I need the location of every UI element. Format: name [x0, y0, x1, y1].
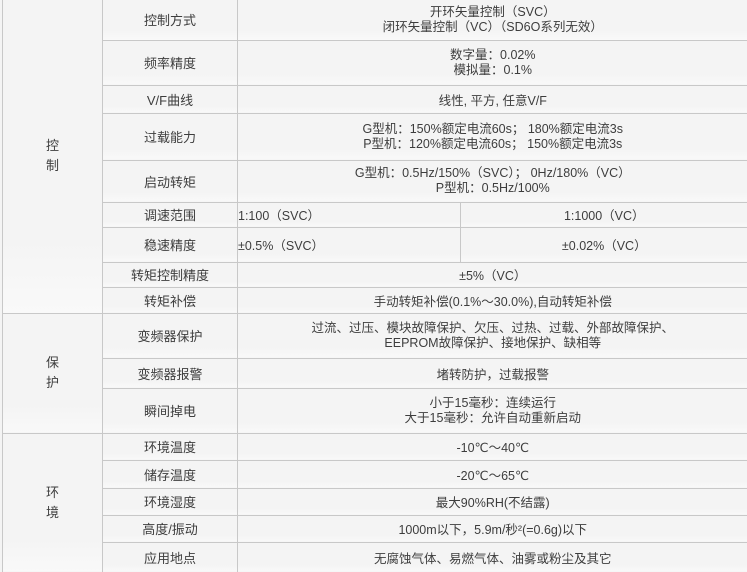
value-cell-right: 1:1000（VC） [460, 202, 747, 228]
value-cell: 无腐蚀气体、易燃气体、油雾或粉尘及其它 [237, 542, 747, 572]
value-line: P型机：0.5Hz/100% [435, 181, 550, 195]
row-label: 过载能力 [102, 113, 238, 161]
spec-row: 调速范围 1:100（SVC） 1:1000（VC） [3, 202, 747, 228]
spec-row: 控制 控制方式 开环矢量控制（SVC） 闭环矢量控制（VC）（SD6O系列无效） [2, 0, 747, 314]
value-line: 数字量：0.02% [450, 47, 536, 62]
value-cell-right: ±0.02%（VC） [460, 227, 747, 263]
value-cell: G型机：0.5Hz/150%（SVC）； 0Hz/180%（VC） P型机：0.… [237, 160, 747, 203]
spec-row: 储存温度 -20℃～65℃ [3, 460, 747, 489]
spec-row: V/F曲线 线性, 平方, 任意V/F [3, 85, 747, 114]
group-cell-environment: 环境 [2, 433, 103, 572]
group-label: 控制 [45, 138, 59, 174]
row-label: 高度/振动 [102, 515, 238, 543]
value-line: P型机：120%额定电流60s； 150%额定电流3s [363, 136, 623, 151]
row-label: 频率精度 [102, 40, 238, 86]
value-cell: -10℃～40℃ [237, 433, 747, 461]
spec-row: 转矩控制精度 ±5%（VC） [3, 262, 747, 288]
group-cell-protection: 保护 [2, 313, 103, 434]
value-line: 过流、过压、模块故障保护、欠压、过热、过载、外部故障保护、 [311, 320, 674, 335]
value-cell: 手动转矩补偿(0.1%～30.0%),自动转矩补偿 [237, 287, 747, 314]
value-cell: 1000m以下，5.9m/秒²(=0.6g)以下 [237, 515, 747, 543]
row-label: 环境湿度 [102, 488, 238, 516]
spec-row: 保护 变频器保护 过流、过压、模块故障保护、欠压、过热、过载、外部故障保护、 E… [2, 313, 747, 434]
group-cell-control: 控制 [2, 0, 103, 314]
spec-row: 应用地点 无腐蚀气体、易燃气体、油雾或粉尘及其它 [3, 542, 747, 572]
value-line: EEPROM故障保护、接地保护、缺相等 [384, 335, 602, 350]
row-label: 稳速精度 [102, 227, 238, 263]
spec-row: 转矩补偿 手动转矩补偿(0.1%～30.0%),自动转矩补偿 [3, 287, 747, 314]
spec-row: 过载能力 G型机：150%额定电流60s； 180%额定电流3s P型机：120… [3, 113, 747, 161]
row-label: 变频器保护 [102, 313, 238, 359]
row-label: 转矩补偿 [102, 287, 238, 314]
value-line: G型机：0.5Hz/150%（SVC）； 0Hz/180%（VC） [354, 166, 631, 180]
row-label: 控制方式 [102, 0, 238, 41]
value-cell: ±5%（VC） [237, 262, 747, 288]
row-label: 应用地点 [102, 542, 238, 572]
group-label: 保护 [45, 355, 59, 390]
value-cell-left: 1:100（SVC） [237, 202, 461, 228]
value-cell: 小于15毫秒：连续运行 大于15毫秒：允许自动重新启动 [237, 388, 747, 434]
row-label: 瞬间掉电 [102, 388, 238, 434]
value-cell: 线性, 平方, 任意V/F [237, 85, 747, 114]
value-cell: G型机：150%额定电流60s； 180%额定电流3s P型机：120%额定电流… [237, 113, 747, 161]
spec-row: 环境湿度 最大90%RH(不结露) [3, 488, 747, 516]
value-cell: 数字量：0.02% 模拟量：0.1% [237, 40, 747, 86]
value-cell: 最大90%RH(不结露) [237, 488, 747, 516]
spec-row: 频率精度 数字量：0.02% 模拟量：0.1% [3, 40, 747, 86]
spec-row: 瞬间掉电 小于15毫秒：连续运行 大于15毫秒：允许自动重新启动 [3, 388, 747, 434]
spec-row: 启动转矩 G型机：0.5Hz/150%（SVC）； 0Hz/180%（VC） P… [3, 160, 747, 203]
value-cell: 开环矢量控制（SVC） 闭环矢量控制（VC）（SD6O系列无效） [237, 0, 747, 41]
row-label: 启动转矩 [102, 160, 238, 203]
row-label: 调速范围 [102, 202, 238, 228]
value-line: 开环矢量控制（SVC） [429, 4, 556, 19]
value-cell: 过流、过压、模块故障保护、欠压、过热、过载、外部故障保护、 EEPROM故障保护… [237, 313, 747, 359]
row-label: 环境温度 [102, 433, 238, 461]
group-label: 环境 [45, 484, 59, 520]
value-line: 大于15毫秒：允许自动重新启动 [404, 410, 581, 425]
row-label: 变频器报警 [102, 358, 238, 389]
value-line: 闭环矢量控制（VC）（SD6O系列无效） [382, 19, 603, 34]
value-line: G型机：150%额定电流60s； 180%额定电流3s [362, 121, 624, 136]
value-line: 模拟量：0.1% [453, 62, 533, 77]
row-label: 转矩控制精度 [102, 262, 238, 288]
value-cell: -20℃～65℃ [237, 460, 747, 489]
spec-row: 高度/振动 1000m以下，5.9m/秒²(=0.6g)以下 [3, 515, 747, 543]
row-label: V/F曲线 [102, 85, 238, 114]
value-cell: 堵转防护，过载报警 [237, 358, 747, 389]
spec-row: 变频器报警 堵转防护，过载报警 [3, 358, 747, 389]
value-cell-left: ±0.5%（SVC） [237, 227, 461, 263]
row-label: 储存温度 [102, 460, 238, 489]
value-line: 小于15毫秒：连续运行 [429, 395, 556, 410]
spec-row: 环境 环境温度 -10℃～40℃ [2, 433, 747, 572]
spec-row: 稳速精度 ±0.5%（SVC） ±0.02%（VC） [3, 227, 747, 263]
